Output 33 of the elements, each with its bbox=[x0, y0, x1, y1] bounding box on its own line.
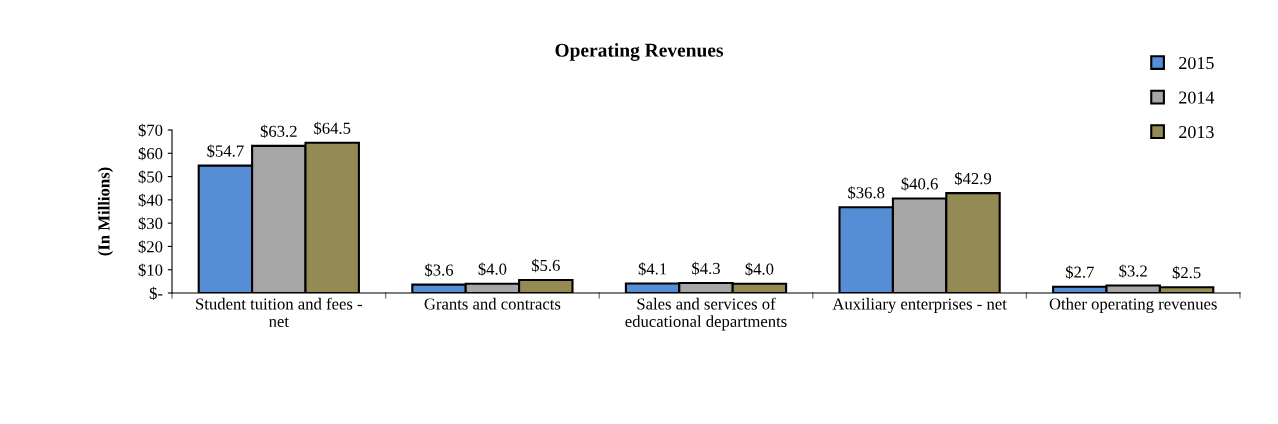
y-tick-label: $10 bbox=[138, 263, 163, 277]
y-tick-label: $20 bbox=[138, 240, 163, 254]
data-label: $5.6 bbox=[531, 258, 560, 273]
legend-label: 2013 bbox=[1179, 125, 1214, 139]
y-tick-label: $40 bbox=[138, 193, 163, 207]
y-tick-label: $60 bbox=[138, 147, 163, 161]
legend-label: 2014 bbox=[1179, 91, 1215, 104]
x-tick-label: Student tuition and fees - net bbox=[196, 297, 362, 328]
data-label: $40.6 bbox=[901, 177, 938, 191]
data-label: $64.5 bbox=[314, 121, 351, 135]
data-label: $54.7 bbox=[207, 144, 244, 158]
legend-label: 2015 bbox=[1179, 56, 1214, 70]
y-axis-title: (In Millions) bbox=[97, 167, 113, 256]
data-label: $2.5 bbox=[1172, 266, 1201, 280]
x-tick-label: Sales and services of educational departments bbox=[625, 297, 787, 331]
data-label: $4.0 bbox=[478, 262, 507, 276]
data-label: $3.2 bbox=[1119, 264, 1147, 278]
y-tick-label: $70 bbox=[138, 123, 163, 138]
x-tick-label: Auxiliary enterprises - net bbox=[832, 297, 1007, 314]
x-tick-label: Grants and contracts bbox=[424, 297, 561, 310]
data-label: $63.2 bbox=[260, 124, 297, 138]
data-label: $4.1 bbox=[638, 262, 667, 276]
x-tick-label: Other operating revenues bbox=[1049, 297, 1217, 314]
y-tick-label: $- bbox=[149, 286, 163, 301]
y-tick-label: $50 bbox=[138, 170, 163, 184]
data-label: $36.8 bbox=[848, 186, 885, 200]
y-tick-label: $30 bbox=[138, 216, 163, 231]
data-label: $2.7 bbox=[1065, 265, 1094, 279]
chart-title: Operating Revenues bbox=[555, 43, 724, 61]
data-label: $42.9 bbox=[954, 171, 992, 186]
data-label: $4.3 bbox=[692, 261, 720, 276]
data-label: $3.6 bbox=[425, 263, 454, 277]
data-label: $4.0 bbox=[745, 262, 774, 276]
